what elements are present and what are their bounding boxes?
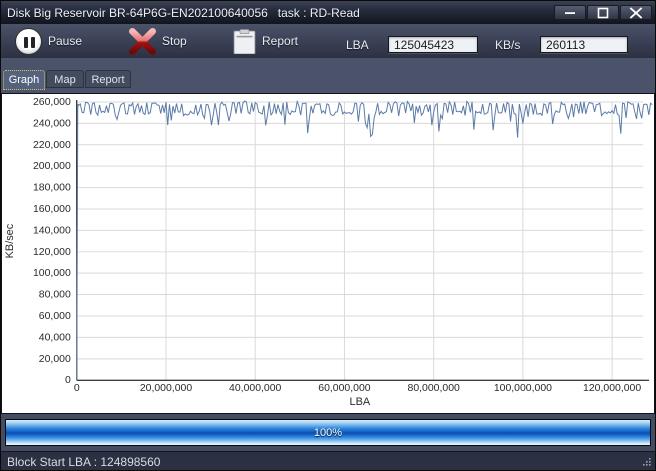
- svg-text:80,000,000: 80,000,000: [408, 383, 461, 394]
- svg-text:20,000,000: 20,000,000: [140, 383, 193, 394]
- svg-text:60,000: 60,000: [39, 311, 71, 322]
- svg-text:40,000: 40,000: [39, 332, 71, 343]
- svg-text:140,000: 140,000: [33, 225, 71, 236]
- svg-text:100,000: 100,000: [33, 268, 71, 279]
- svg-text:160,000: 160,000: [33, 204, 71, 215]
- svg-text:40,000,000: 40,000,000: [229, 383, 282, 394]
- svg-text:260,000: 260,000: [33, 97, 71, 108]
- svg-text:80,000: 80,000: [39, 290, 71, 301]
- svg-text:LBA: LBA: [350, 396, 371, 408]
- svg-text:20,000: 20,000: [39, 354, 71, 365]
- svg-text:240,000: 240,000: [33, 118, 71, 129]
- svg-text:120,000: 120,000: [33, 247, 71, 258]
- svg-text:100,000,000: 100,000,000: [494, 383, 552, 394]
- svg-text:180,000: 180,000: [33, 183, 71, 194]
- svg-text:220,000: 220,000: [33, 140, 71, 151]
- svg-text:0: 0: [65, 375, 71, 386]
- svg-text:120,000,000: 120,000,000: [583, 383, 641, 394]
- svg-text:0: 0: [74, 383, 80, 394]
- svg-text:KB/sec: KB/sec: [4, 223, 16, 258]
- svg-text:200,000: 200,000: [33, 161, 71, 172]
- svg-text:60,000,000: 60,000,000: [318, 383, 371, 394]
